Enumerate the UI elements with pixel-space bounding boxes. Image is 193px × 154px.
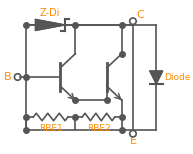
Text: RBE2: RBE2 xyxy=(87,124,110,133)
Text: RBE1: RBE1 xyxy=(39,124,63,133)
Text: Z-Di: Z-Di xyxy=(40,8,60,18)
Polygon shape xyxy=(35,19,65,30)
Text: E: E xyxy=(130,136,136,146)
Polygon shape xyxy=(150,71,163,84)
Text: B: B xyxy=(3,72,11,82)
Text: C: C xyxy=(137,10,144,20)
Text: Diode: Diode xyxy=(165,73,191,82)
